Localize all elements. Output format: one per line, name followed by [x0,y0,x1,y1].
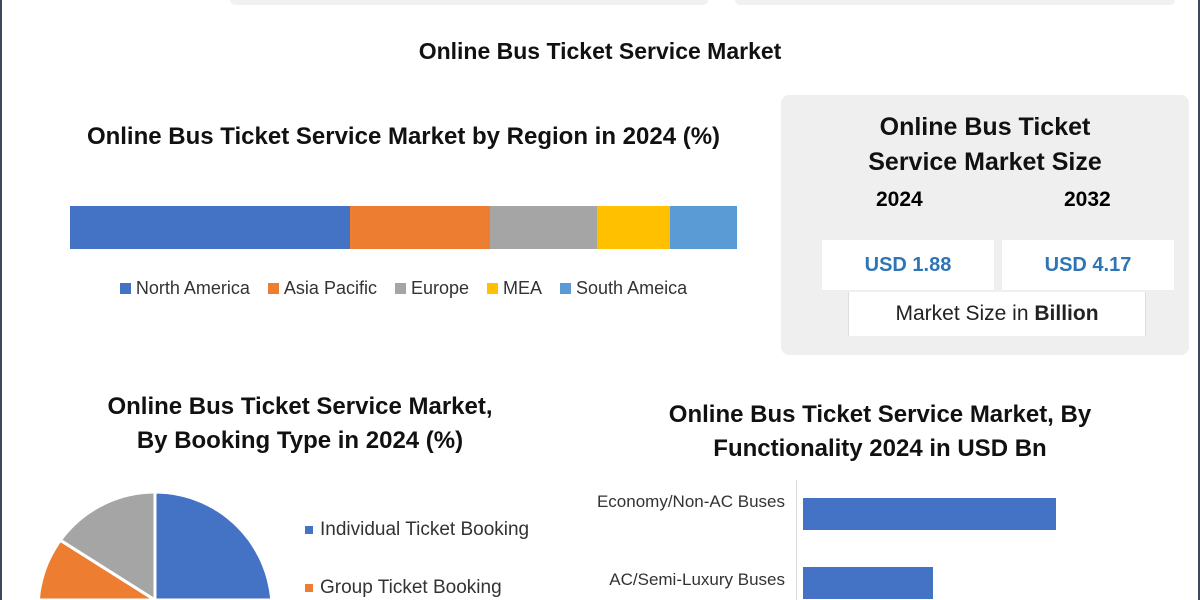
legend-item: MEA [487,278,542,299]
legend-swatch [560,283,572,294]
region-segment-europe [490,206,597,249]
category-economy: Economy/Non-AC Buses [596,492,785,511]
legend-swatch [305,526,313,534]
region-segment-mea [596,206,671,249]
year-2032: 2032 [1064,188,1111,211]
top-panel-left [230,0,708,5]
category-ac: AC/Semi-Luxury Buses [609,570,785,589]
legend-label: Individual Ticket Booking [320,519,530,540]
functionality-bar [803,567,934,599]
market-size-title: Online Bus Ticket Service Market Size [868,113,1102,176]
legend-item: Asia Pacific [267,278,377,299]
unit-bold: Billion [1034,302,1099,325]
legend-item: North America [119,278,250,299]
region-segment-south-ameica [670,206,737,249]
region-chart-title: Online Bus Ticket Service Market by Regi… [86,123,721,150]
legend-label: Asia Pacific [283,278,377,298]
pie-slice [58,490,157,600]
legend-item: Europe [394,278,470,299]
region-stacked-bar [70,206,737,249]
pie-slice [153,490,274,600]
value-2032: USD 4.17 [1002,240,1174,290]
main-title: Online Bus Ticket Service Market [418,38,782,64]
top-panel-right [735,0,1175,5]
unit-prefix: Market Size in [895,302,1035,325]
legend-swatch [305,584,313,592]
legend-swatch [267,283,279,294]
pie-slice [36,538,158,600]
legend-swatch [394,283,406,294]
legend-swatch [487,283,499,294]
legend-swatch [119,283,131,294]
legend-label: MEA [503,278,543,298]
functionality-bar [803,498,1056,530]
legend-item: South Ameica [560,278,687,299]
legend-label: Europe [410,278,470,298]
booking-pie [36,490,274,600]
region-segment-north-america [70,206,351,249]
year-2024: 2024 [876,188,923,211]
legend-label: Group Ticket Booking [320,577,502,598]
region-segment-asia-pacific [350,206,491,249]
region-legend: North America Asia Pacific Europe MEA South … [70,278,737,299]
legend-label: South Ameica [576,278,688,298]
legend-label: North America [135,278,250,298]
category-axis [796,480,797,600]
functionality-chart-title: Online Bus Ticket Service Market, By Fun… [668,401,1092,462]
value-2024: USD 1.88 [822,240,994,290]
market-size-unit: Market Size in Billion [848,292,1146,336]
booking-chart-title: Online Bus Ticket Service Market, By Boo… [107,393,493,454]
pie-legend-group: Group Ticket Booking [305,578,502,598]
pie-legend-individual: Individual Ticket Booking [305,520,529,540]
